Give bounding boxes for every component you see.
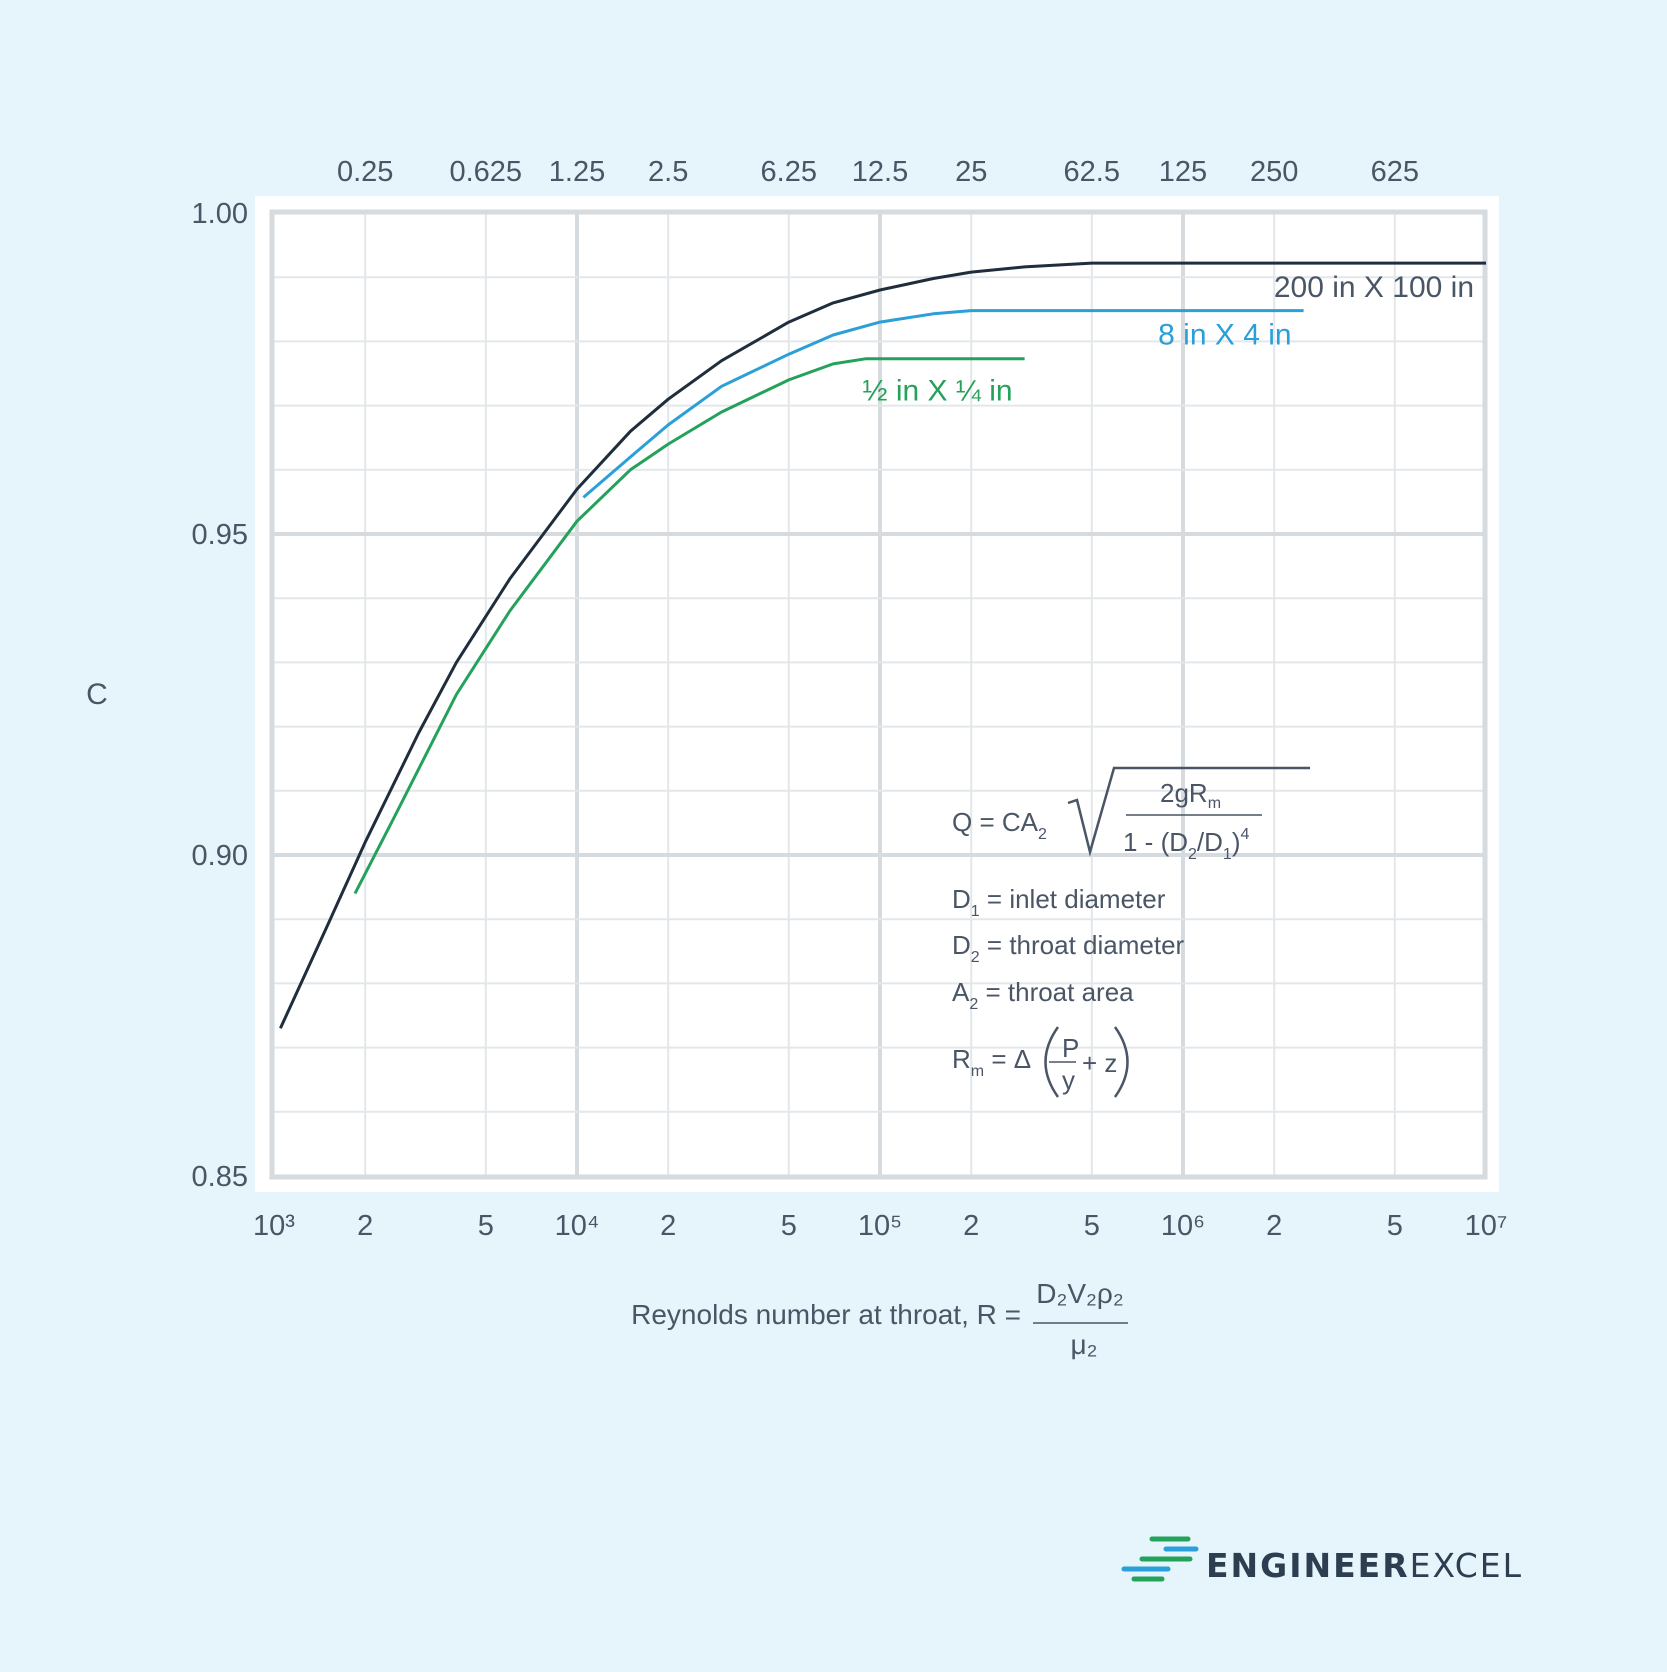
x-tick-label-4: 2 — [660, 1210, 676, 1242]
y-tick-labels: 1.00 0.95 0.90 0.85 — [192, 198, 248, 1193]
x-tick-label-5: 5 — [781, 1210, 797, 1242]
x-tick-label-2: 5 — [478, 1210, 494, 1242]
series-line-0 — [279, 261, 1486, 1029]
plot-background — [255, 196, 1499, 1192]
top-tick-label-1: 0.625 — [449, 156, 522, 188]
brand-name: ENGINEEREXCEL — [1206, 1546, 1523, 1585]
x-axis-label-text: Reynolds number at throat, R = — [631, 1299, 1021, 1330]
y-tick-label-2: 0.90 — [192, 840, 248, 872]
formula-d1: D1 = inlet diameter — [952, 884, 1166, 920]
series-layer — [279, 261, 1486, 1029]
top-tick-label-2: 1.25 — [549, 156, 605, 188]
plot-frame — [269, 209, 1488, 1180]
top-tick-label-5: 12.5 — [852, 156, 908, 188]
brand-name-regular: EXCEL — [1409, 1545, 1523, 1585]
x-tick-labels: 10³ 2 5 10⁴ 2 5 10⁵ 2 5 10⁶ 2 5 10⁷ — [253, 1210, 1507, 1242]
series-line-1 — [582, 309, 1304, 499]
x-tick-label-12: 10⁷ — [1465, 1210, 1508, 1242]
y-tick-label-1: 0.95 — [192, 519, 248, 551]
formula-a2: A2 = throat area — [952, 977, 1134, 1013]
series-label-2: ½ in X ¼ in — [862, 375, 1012, 408]
top-tick-label-10: 625 — [1371, 156, 1419, 188]
x-tick-label-0: 10³ — [253, 1210, 295, 1242]
x-tick-label-3: 10⁴ — [555, 1210, 600, 1242]
series-line-2 — [353, 357, 1025, 895]
x-tick-label-9: 10⁶ — [1161, 1210, 1205, 1242]
formula-denominator: 1 - (D2/D1)4 — [1123, 826, 1249, 863]
formula-block: Q = CA2 2gRm 1 - (D2/D1)4 D1 = inlet dia… — [952, 766, 1310, 1098]
brand-logo-icon — [1121, 1536, 1199, 1582]
rm-right-paren — [1113, 1026, 1129, 1098]
formula-q: Q = CA2 — [952, 807, 1047, 843]
y-tick-label-3: 0.85 — [192, 1161, 248, 1193]
sqrt-sign — [1067, 766, 1310, 857]
brand-name-bold: ENGINEER — [1206, 1545, 1410, 1585]
x-tick-label-7: 2 — [963, 1210, 979, 1242]
top-tick-label-8: 125 — [1159, 156, 1207, 188]
top-tick-label-0: 0.25 — [337, 156, 393, 188]
grid-lines — [274, 213, 1486, 1176]
x-axis-label: Reynolds number at throat, R = D₂V₂ρ₂ μ₂ — [631, 1278, 1128, 1360]
x-tick-label-10: 2 — [1266, 1210, 1282, 1242]
x-tick-label-11: 5 — [1387, 1210, 1403, 1242]
formula-numerator: 2gRm — [1160, 778, 1221, 812]
top-tick-label-4: 6.25 — [761, 156, 817, 188]
formula-rm-denominator: y — [1062, 1065, 1075, 1095]
top-tick-label-6: 25 — [955, 156, 987, 188]
brand-logo: ENGINEEREXCEL — [1120, 1535, 1523, 1595]
y-tick-label-0: 1.00 — [192, 198, 248, 230]
x-axis-label-numerator: D₂V₂ρ₂ — [1036, 1278, 1123, 1309]
top-tick-label-9: 250 — [1250, 156, 1298, 188]
top-tick-label-3: 2.5 — [648, 156, 688, 188]
series-label-0: 200 in X 100 in — [1274, 271, 1474, 304]
series-labels: 200 in X 100 in 8 in X 4 in ½ in X ¼ in — [862, 271, 1474, 408]
x-tick-label-1: 2 — [357, 1210, 373, 1242]
rm-left-paren — [1044, 1026, 1060, 1098]
top-tick-label-7: 62.5 — [1064, 156, 1120, 188]
formula-rm: Rm = Δ — [952, 1044, 1031, 1080]
series-label-1: 8 in X 4 in — [1158, 319, 1291, 352]
top-tick-labels: 0.25 0.625 1.25 2.5 6.25 12.5 25 62.5 125 250 625 — [337, 156, 1419, 188]
formula-d2: D2 = throat diameter — [952, 930, 1185, 966]
formula-rm-numerator: P — [1062, 1033, 1079, 1063]
x-tick-label-6: 10⁵ — [858, 1210, 902, 1242]
x-tick-label-8: 5 — [1084, 1210, 1100, 1242]
formula-rm-tail: + z — [1082, 1048, 1117, 1078]
y-axis-label: C — [86, 678, 108, 711]
x-axis-label-denominator: μ₂ — [1070, 1329, 1097, 1360]
